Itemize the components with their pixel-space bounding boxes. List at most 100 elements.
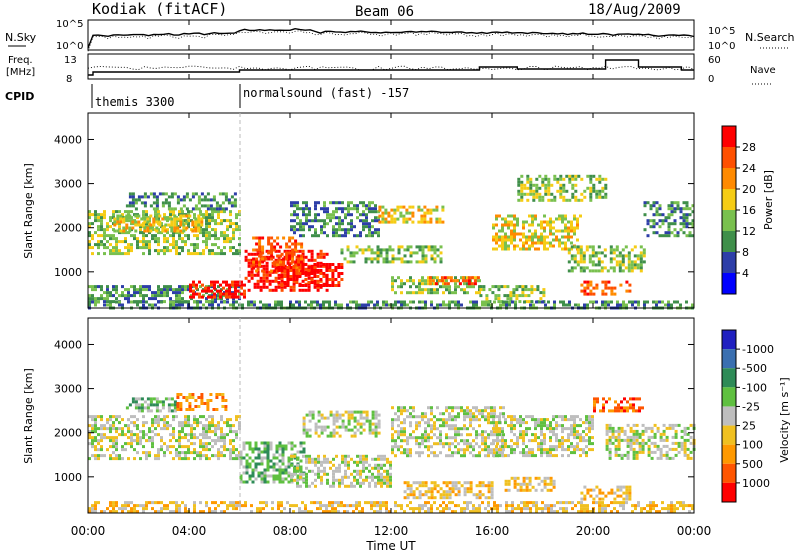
- heatmap-cell: [223, 237, 226, 241]
- heatmap-cell: [397, 251, 401, 255]
- heatmap-cell: [217, 303, 220, 307]
- heatmap-cell: [229, 430, 232, 434]
- heatmap-cell: [470, 276, 474, 280]
- heatmap-cell: [500, 300, 504, 304]
- heatmap-cell: [148, 216, 151, 220]
- heatmap-cell: [424, 412, 427, 416]
- heatmap-cell: [525, 476, 529, 480]
- heatmap-cell: [281, 471, 285, 475]
- heatmap-cell: [592, 183, 596, 187]
- heatmap-cell: [599, 409, 602, 413]
- heatmap-cell: [611, 441, 615, 445]
- heatmap-cell: [137, 406, 141, 410]
- heatmap-cell: [268, 282, 272, 286]
- heatmap-cell: [299, 466, 302, 470]
- heatmap-cell: [516, 445, 519, 449]
- heatmap-cell: [128, 214, 132, 218]
- heatmap-cell: [282, 236, 286, 240]
- heatmap-cell: [208, 457, 211, 461]
- heatmap-cell: [421, 260, 425, 264]
- heatmap-cell: [304, 272, 308, 275]
- heatmap-cell: [513, 427, 516, 431]
- heatmap-cell: [148, 439, 151, 443]
- heatmap-cell: [184, 228, 187, 232]
- heatmap-cell: [406, 439, 409, 443]
- heatmap-cell: [239, 450, 243, 454]
- heatmap-cell: [435, 220, 439, 224]
- heatmap-cell: [421, 248, 425, 252]
- heatmap-cell: [481, 448, 484, 452]
- heatmap-cell: [418, 415, 421, 419]
- heatmap-cell: [204, 289, 207, 293]
- heatmap-cell: [421, 279, 424, 283]
- heatmap-cell: [610, 289, 614, 293]
- heatmap-cell: [423, 220, 427, 224]
- heatmap-cell: [547, 180, 551, 184]
- heatmap-cell: [181, 424, 184, 428]
- heatmap-cell: [136, 433, 139, 437]
- heatmap-cell: [187, 210, 190, 214]
- heatmap-cell: [552, 427, 555, 431]
- heatmap-cell: [326, 481, 329, 485]
- heatmap-cell: [290, 478, 293, 482]
- heatmap-cell: [106, 427, 109, 431]
- heatmap-cell: [567, 226, 570, 230]
- heatmap-cell: [146, 195, 150, 199]
- heatmap-cell: [537, 247, 540, 251]
- beam-label: Beam 06: [355, 4, 414, 20]
- heatmap-cell: [635, 409, 638, 413]
- heatmap-cell: [412, 251, 416, 255]
- heatmap-cell: [214, 210, 217, 214]
- heatmap-cell: [193, 252, 196, 256]
- heatmap-cell: [591, 269, 595, 273]
- heatmap-cell: [396, 208, 400, 212]
- heatmap-cell: [598, 192, 602, 196]
- heatmap-cell: [546, 488, 550, 492]
- heatmap-cell: [166, 424, 169, 428]
- heatmap-cell: [371, 475, 374, 479]
- heatmap-cell: [466, 406, 469, 410]
- heatmap-cell: [142, 288, 145, 292]
- heatmap-cell: [382, 303, 385, 307]
- heatmap-cell: [537, 241, 540, 245]
- heatmap-cell: [628, 497, 632, 501]
- heatmap-cell: [647, 438, 651, 442]
- heatmap-cell: [251, 480, 255, 484]
- heatmap-cell: [187, 445, 190, 449]
- heatmap-cell: [215, 207, 219, 211]
- heatmap-cell: [374, 413, 378, 417]
- heatmap-cell: [633, 254, 637, 258]
- heatmap-cell: [258, 248, 262, 252]
- heatmap-cell: [208, 427, 211, 431]
- heatmap-cell: [270, 254, 274, 258]
- heatmap-cell: [547, 192, 551, 196]
- heatmap-cell: [544, 177, 548, 181]
- heatmap-cell: [296, 457, 299, 461]
- heatmap-cell: [368, 422, 372, 426]
- heatmap-cell: [484, 445, 487, 449]
- heatmap-cell: [94, 210, 97, 214]
- heatmap-cell: [160, 300, 163, 304]
- heatmap-cell: [278, 474, 282, 478]
- heatmap-cell: [679, 207, 683, 211]
- heatmap-cell: [470, 282, 474, 286]
- heatmap-cell: [466, 415, 469, 419]
- heatmap-cell: [148, 451, 151, 455]
- heatmap-cell: [588, 415, 591, 419]
- heatmap-cell: [608, 456, 612, 460]
- heatmap-cell: [574, 183, 578, 187]
- heatmap-cell: [377, 216, 380, 220]
- heatmap-cell: [516, 436, 519, 440]
- heatmap-cell: [394, 303, 397, 307]
- heatmap-cell: [338, 463, 341, 467]
- heatmap-cell: [353, 431, 357, 435]
- heatmap-cell: [302, 441, 306, 445]
- heatmap-cell: [677, 444, 681, 448]
- heatmap-cell: [667, 303, 670, 307]
- heatmap-cell: [445, 421, 448, 425]
- heatmap-cell: [652, 213, 656, 217]
- heatmap-cell: [122, 229, 126, 233]
- heatmap-cell: [121, 430, 124, 434]
- heatmap-cell: [629, 403, 632, 407]
- heatmap-cell: [103, 234, 106, 238]
